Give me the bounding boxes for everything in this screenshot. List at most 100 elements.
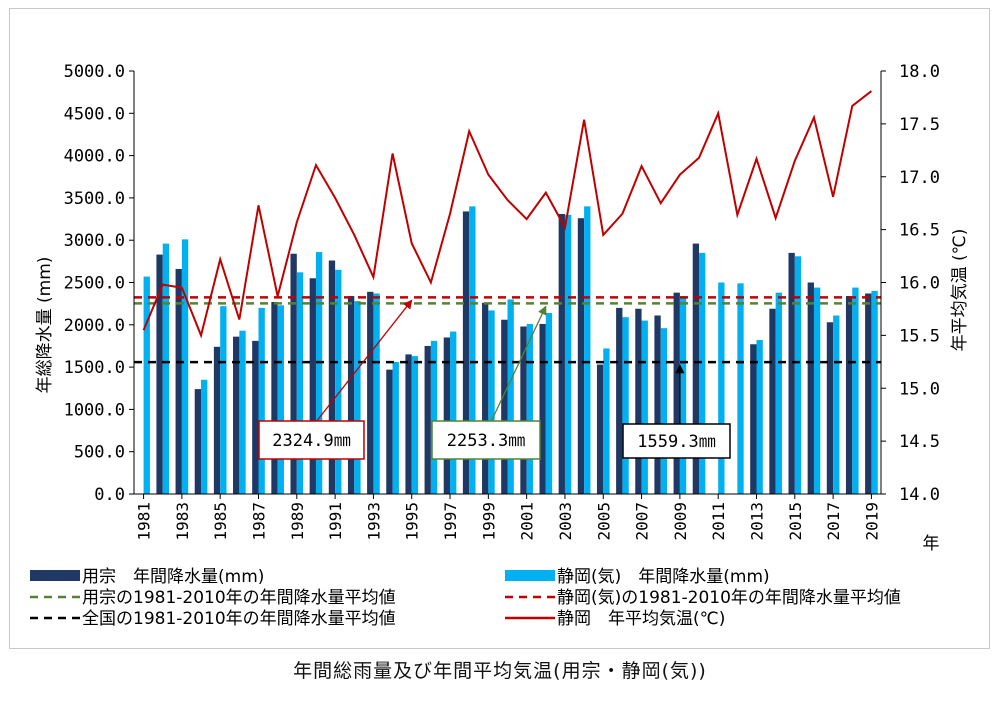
bar-mochimune [654, 315, 661, 494]
x-tick-label: 1981 [135, 502, 154, 541]
x-tick-label: 1995 [403, 502, 422, 541]
bar-mochimune [769, 308, 776, 494]
annotation-label: 2253.3㎜ [447, 431, 525, 451]
x-tick-label: 2013 [748, 502, 767, 541]
bar-shizuoka [469, 206, 476, 495]
right-tick-label: 15.5 [899, 326, 940, 346]
bar-shizuoka [756, 340, 763, 494]
left-tick-label: 2500.0 [64, 274, 125, 294]
bar-shizuoka [564, 214, 572, 494]
x-tick-label: 1997 [441, 502, 460, 541]
bar-shizuoka [737, 283, 744, 494]
bar-shizuoka [833, 315, 840, 494]
annotation-box [431, 420, 541, 460]
bar-shizuoka [603, 348, 610, 494]
chart-frame [9, 8, 990, 649]
bar-mochimune [424, 345, 431, 494]
bar-shizuoka [335, 269, 342, 494]
bar-mochimune [596, 364, 604, 494]
bar-shizuoka [450, 331, 457, 494]
annotation-arrow [490, 305, 547, 422]
x-tick-label: 2017 [824, 502, 843, 541]
legend-swatch [30, 570, 80, 581]
annotation-label: 1559.3㎜ [637, 432, 715, 452]
left-tick-label: 1000.0 [64, 400, 125, 420]
temperature-line [142, 90, 873, 339]
annotation-box [622, 423, 731, 459]
bar-shizuoka [852, 287, 859, 494]
bar-shizuoka [526, 323, 533, 494]
bar-mochimune [692, 243, 700, 494]
bar-shizuoka [315, 252, 323, 494]
x-tick-label: 1983 [173, 502, 192, 541]
legend-label: 全国の1981-2010年の年間降水量平均値 [82, 609, 396, 629]
bar-mochimune [750, 344, 757, 494]
bar-shizuoka [258, 307, 265, 494]
bar-shizuoka [201, 379, 208, 494]
bar-mochimune [865, 293, 872, 494]
bar-shizuoka [775, 292, 782, 494]
legend-label: 静岡(気)の1981-2010年の年間降水量平均値 [557, 588, 901, 608]
bar-mochimune [271, 301, 278, 494]
bar-shizuoka [162, 243, 170, 494]
bar-shizuoka [277, 305, 284, 494]
bar-shizuoka [545, 312, 553, 494]
bar-shizuoka [488, 310, 495, 494]
bar-shizuoka [239, 330, 246, 494]
bar-mochimune [501, 319, 508, 494]
legend-label: 静岡 年平均気温(℃) [557, 609, 725, 629]
x-tick-label: 2019 [862, 502, 881, 541]
bar-mochimune [826, 322, 834, 494]
bar-shizuoka [699, 252, 706, 494]
left-tick-label: 4500.0 [64, 104, 125, 124]
left-tick-label: 1500.0 [64, 358, 125, 378]
x-tick-label: 2009 [671, 502, 690, 541]
x-tick-label: 1989 [288, 502, 307, 541]
legend-label: 静岡(気) 年間降水量(mm) [557, 567, 770, 587]
right-tick-label: 17.5 [899, 115, 940, 135]
legend-label: 用宗 年間降水量(mm) [82, 567, 264, 587]
bar-mochimune [577, 218, 585, 495]
annotation-box [258, 420, 365, 460]
right-tick-label: 16.0 [899, 274, 940, 294]
bar-shizuoka [373, 293, 380, 494]
bar-mochimune [462, 211, 470, 494]
bar-shizuoka [813, 287, 821, 494]
bar-shizuoka [871, 290, 878, 494]
bar-mochimune [309, 278, 316, 494]
x-axis-unit: 年 [923, 534, 940, 554]
bar-mochimune [328, 260, 336, 494]
bar-shizuoka [296, 272, 304, 494]
bar-mochimune [213, 346, 221, 494]
right-tick-label: 16.5 [899, 221, 940, 241]
left-tick-label: 4000.0 [64, 147, 125, 167]
bar-mochimune [635, 308, 642, 494]
bar-shizuoka [354, 301, 361, 494]
bar-mochimune [347, 296, 355, 494]
bar-mochimune [520, 326, 527, 494]
x-tick-label: 2007 [633, 502, 652, 541]
bar-shizuoka [584, 206, 591, 495]
bar-mochimune [673, 292, 680, 494]
right-tick-label: 15.0 [899, 379, 940, 399]
x-tick-label: 1985 [211, 502, 230, 541]
bar-shizuoka [411, 356, 419, 494]
bar-mochimune [252, 340, 259, 494]
x-tick-label: 2005 [594, 502, 613, 541]
left-tick-label: 0.0 [94, 485, 125, 505]
x-tick-label: 1991 [326, 502, 345, 541]
bar-mochimune [175, 268, 182, 494]
bar-shizuoka [507, 299, 514, 494]
bar-mochimune [788, 252, 795, 494]
right-tick-label: 14.5 [899, 432, 940, 452]
left-tick-label: 3500.0 [64, 189, 125, 209]
bar-mochimune [405, 354, 412, 494]
bar-mochimune [616, 307, 623, 494]
bar-shizuoka [143, 276, 150, 494]
legend-label: 用宗の1981-2010年の年間降水量平均値 [82, 588, 396, 608]
bar-shizuoka [430, 340, 438, 494]
bar-mochimune [233, 336, 240, 494]
bar-shizuoka [220, 306, 227, 494]
right-tick-label: 18.0 [899, 62, 940, 82]
